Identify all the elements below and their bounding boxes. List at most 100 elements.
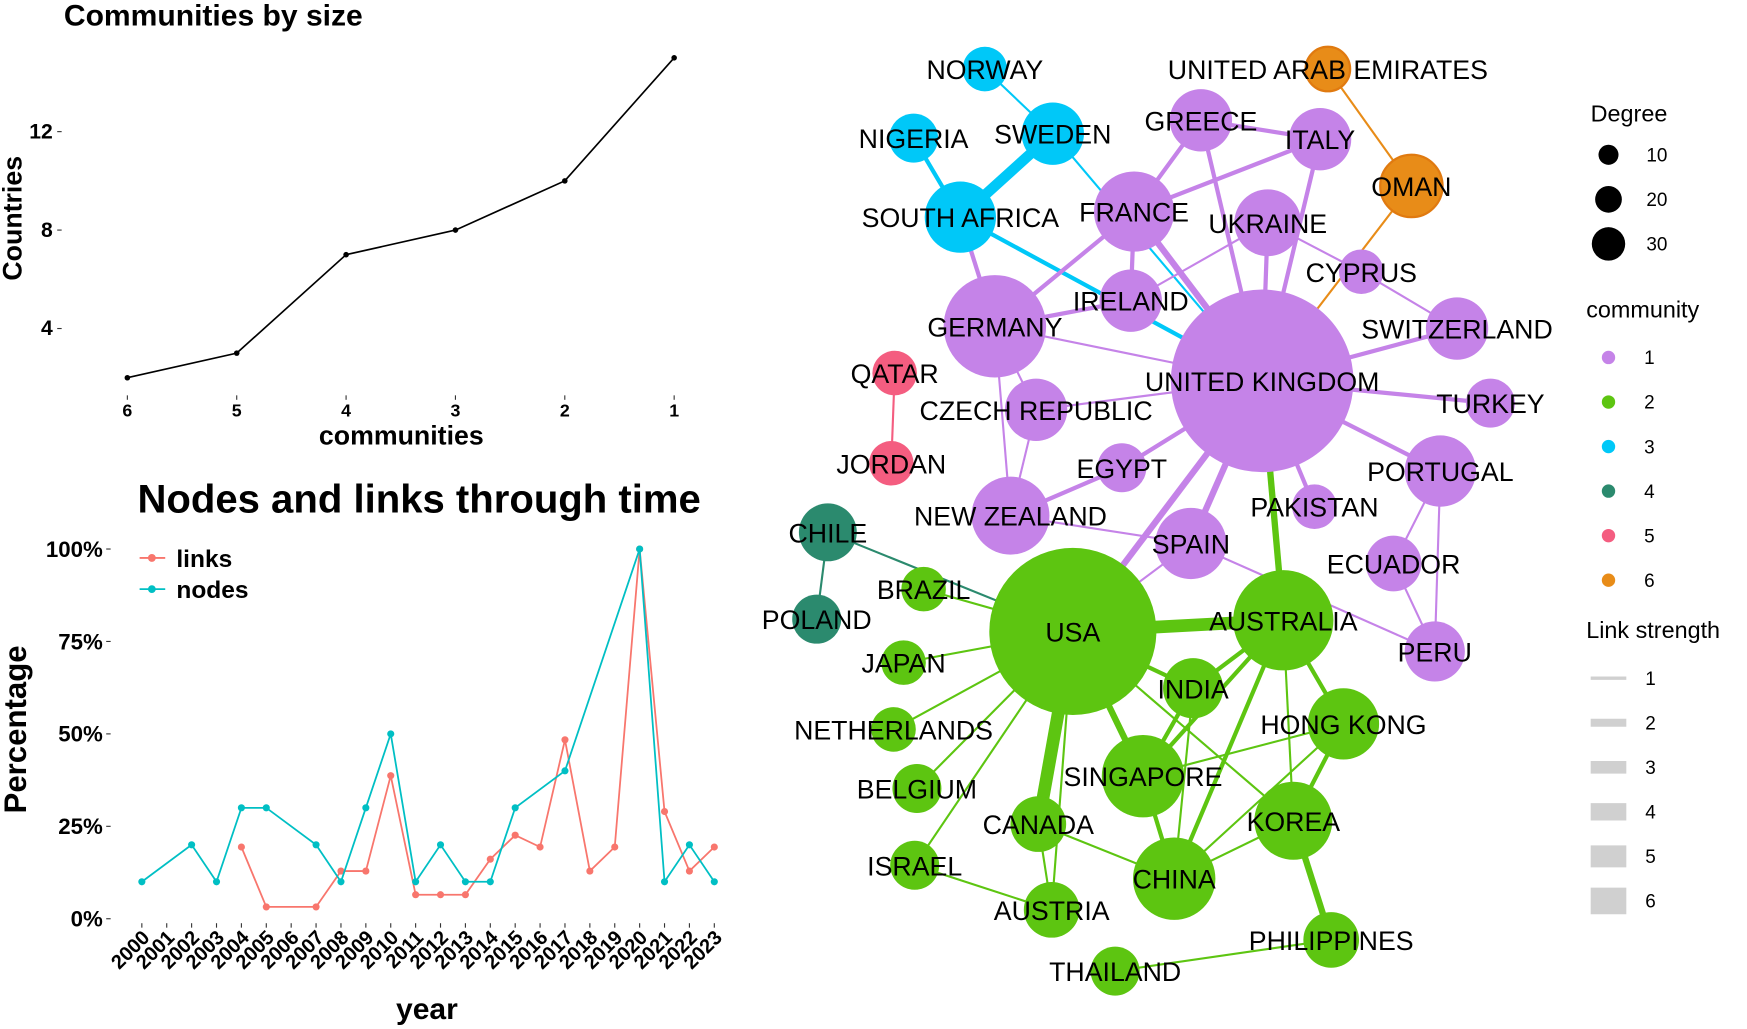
legend-strength-value: 1: [1645, 669, 1656, 690]
y-tick-label: 8: [41, 219, 53, 242]
x-tick-label: 3: [450, 401, 460, 421]
node-label: AUSTRIA: [994, 896, 1110, 926]
network-node: [1099, 269, 1162, 332]
network-node: [1288, 108, 1352, 171]
y-tick-label: 25%: [58, 814, 103, 839]
network-node: [943, 275, 1047, 378]
data-point-links: [611, 843, 619, 851]
legend-strength-title: Link strength: [1586, 617, 1720, 643]
time-chart-title: Nodes and links through time: [137, 477, 700, 521]
node-label: SPAIN: [1152, 529, 1230, 559]
network-node: [1303, 912, 1360, 968]
node-label: OMAN: [1371, 172, 1451, 202]
legend-strength-value: 4: [1645, 803, 1656, 824]
node-label: UNITED KINGDOM: [1145, 367, 1380, 397]
network-node: [872, 350, 917, 396]
network-node: [1090, 946, 1140, 996]
data-point-nodes: [212, 878, 221, 886]
legend-label-nodes: nodes: [176, 577, 248, 604]
node-label: GERMANY: [927, 312, 1062, 342]
node-label: FRANCE: [1079, 198, 1189, 228]
node-label: CZECH REPUBLIC: [920, 396, 1153, 426]
legend-community-dot: [1601, 484, 1616, 498]
data-point: [671, 55, 677, 61]
network-node: [798, 503, 857, 562]
node-label: JAPAN: [861, 649, 945, 679]
data-point: [452, 227, 459, 233]
data-point-nodes: [337, 878, 345, 886]
data-point-nodes: [561, 767, 569, 775]
data-point-nodes: [511, 804, 519, 812]
legend-community-value: 6: [1644, 571, 1655, 592]
network-node: [881, 640, 926, 685]
node-label: PORTUGAL: [1367, 457, 1514, 487]
node-label: PERU: [1398, 638, 1472, 668]
network-node: [1254, 781, 1333, 860]
data-point-links: [660, 807, 669, 816]
data-point-nodes: [412, 878, 420, 886]
legend-degree-dot: [1598, 144, 1619, 165]
x-tick-label: 4: [341, 401, 351, 421]
legend-dot-links: [147, 554, 156, 562]
node-label: PHILIPPINES: [1249, 926, 1414, 956]
y-tick-label: 50%: [58, 722, 103, 747]
data-point-nodes: [436, 841, 445, 849]
network-node: [1404, 621, 1465, 682]
network-node: [1155, 507, 1227, 580]
data-point-nodes: [636, 545, 644, 553]
data-point-links: [710, 843, 718, 851]
network-node: [869, 441, 914, 486]
node-label: KOREA: [1247, 807, 1341, 837]
legend-degree-value: 10: [1646, 145, 1667, 166]
data-point-links: [461, 891, 469, 899]
network-node: [1307, 688, 1380, 760]
node-label: UKRAINE: [1208, 209, 1327, 239]
data-point-links: [586, 867, 594, 875]
network-link: [1115, 938, 1332, 973]
x-tick-label: 6: [122, 401, 132, 421]
network-labels: NORWAY SWEDEN NIGERIA SOUTH AFRICA FRANCE GRE…: [762, 55, 1553, 987]
network-node: [1094, 171, 1175, 252]
node-label: ITALY: [1285, 125, 1355, 155]
communities-chart-title: Communities by size: [64, 0, 363, 33]
node-label: JORDAN: [836, 449, 946, 479]
node-label: CANADA: [983, 810, 1095, 840]
network-node: [871, 707, 916, 752]
node-label: SWITZERLAND: [1361, 315, 1553, 345]
network-node: [989, 547, 1157, 715]
time-y-label: Percentage: [0, 645, 33, 813]
node-label: TURKEY: [1436, 389, 1545, 419]
legend-strength-value: 5: [1645, 847, 1656, 868]
y-tick-label: 12: [29, 120, 53, 143]
node-label: CHINA: [1133, 865, 1216, 895]
legend-community-dot: [1601, 573, 1616, 587]
time-x-label: year: [396, 993, 458, 1026]
data-point-nodes: [237, 804, 245, 812]
data-point-links: [486, 855, 494, 863]
network-node: [1304, 45, 1352, 93]
network-node: [924, 181, 996, 253]
y-tick-label: 0%: [71, 907, 103, 932]
legend-community-dot: [1601, 528, 1616, 543]
network-node: [1465, 378, 1515, 428]
node-label: AUSTRALIA: [1209, 606, 1358, 636]
node-label: UNITED ARAB EMIRATES: [1168, 55, 1488, 85]
network-node: [1169, 89, 1233, 152]
legend-strength-value: 2: [1645, 713, 1656, 734]
y-tick-label: 4: [41, 317, 53, 340]
data-point-nodes: [362, 804, 370, 812]
network-node: [1004, 378, 1068, 441]
network-node: [1010, 796, 1067, 852]
data-point-nodes: [710, 878, 718, 886]
network-node: [1170, 289, 1354, 473]
x-tick-label: 5: [232, 401, 242, 421]
data-point-nodes: [262, 804, 270, 812]
data-point-links: [561, 736, 569, 744]
legend-strength-value: 6: [1645, 892, 1656, 913]
legend-community-value: 1: [1644, 348, 1655, 369]
node-label: HONG KONG: [1260, 710, 1426, 740]
legend-community-value: 5: [1644, 526, 1655, 547]
network-legend: Degree 10 20 30 community 1 2 3 4 5 6 Link strength…: [1586, 100, 1720, 915]
legend-label-links: links: [176, 546, 232, 573]
data-point-links: [412, 891, 420, 899]
